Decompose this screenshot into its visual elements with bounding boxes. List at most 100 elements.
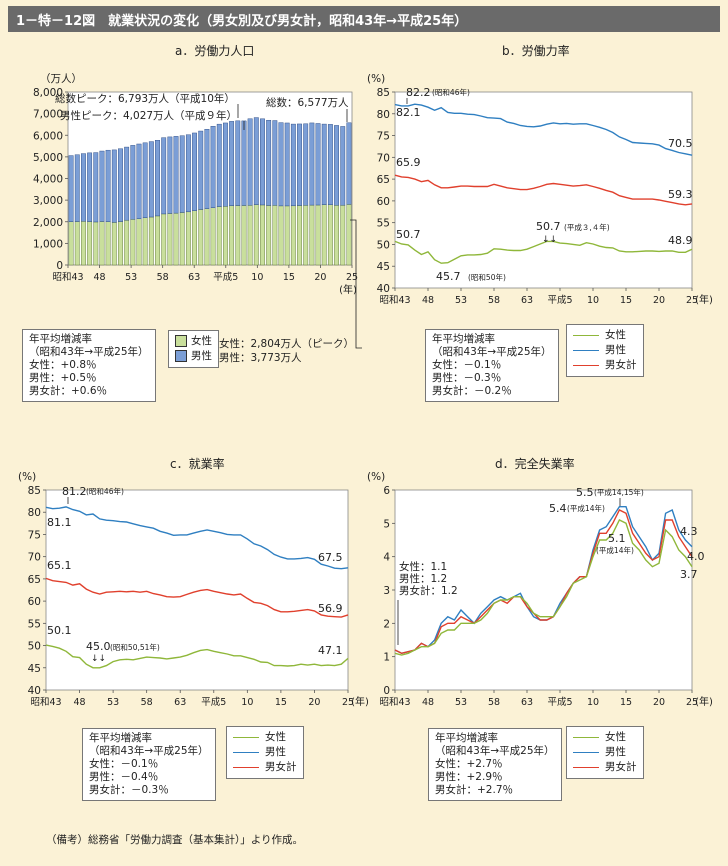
data-label: 81.2 [62, 485, 87, 498]
x-tick-label: 20 [314, 272, 326, 283]
figure-title: 1－特－12図 就業状況の変化（男女別及び男女計，昭和43年→平成25年） [16, 14, 468, 29]
bar-female [309, 204, 315, 266]
bar-female [99, 221, 105, 266]
legend-label: 女性 [605, 329, 626, 341]
data-label: 45.7 [436, 270, 461, 283]
legend-swatch [573, 349, 599, 351]
data-label: (昭和46年) [432, 87, 470, 97]
bar-male [321, 123, 327, 205]
legend-label: 男女計 [605, 359, 637, 371]
bar-female [74, 221, 80, 266]
bar-male [74, 154, 80, 222]
bar-female [198, 209, 204, 266]
data-label: 50.7 [396, 228, 421, 241]
legend-item-male: 男性 [573, 745, 637, 760]
bar-female [272, 205, 278, 266]
bar-male [278, 122, 284, 207]
legend-swatch [573, 751, 599, 753]
bar-male [216, 123, 222, 207]
x-tick-label: 15 [620, 295, 632, 306]
x-tick-label: 58 [157, 272, 169, 283]
bar-female [173, 212, 179, 266]
data-label: 48.9 [668, 234, 693, 247]
annotation-arrows: ↓↓ [91, 654, 106, 664]
data-label: 65.1 [47, 559, 72, 572]
rate-box-line: （昭和43年→平成25年） [435, 745, 555, 757]
x-tick-label: 58 [488, 697, 500, 708]
y-tick-label: 85 [377, 87, 390, 99]
y-tick-label: 60 [377, 196, 390, 208]
bar-male [111, 149, 117, 223]
legend-label: 女性 [191, 335, 212, 347]
series-line [45, 577, 349, 618]
data-label: 5.1 [608, 532, 626, 545]
rate-box-line: 年平均増減率 [89, 732, 152, 744]
x-tick-label: 15 [620, 697, 632, 708]
x-tick-label: 10 [587, 295, 599, 306]
rate-box-line: （昭和43年→平成25年） [29, 346, 149, 358]
bar-female [284, 205, 290, 266]
bar-male [241, 120, 247, 206]
y-tick-label: 60 [28, 596, 41, 608]
bar-female [278, 205, 284, 266]
panel-c-rate-box: 年平均増減率 （昭和43年→平成25年） 女性：－0.1％ 男性：－0.4％ 男… [82, 728, 216, 801]
legend-item-female: 女性 [175, 334, 212, 349]
data-label: (昭和50年) [468, 272, 506, 282]
y-tick-label: 40 [377, 283, 390, 295]
annotation-last-male: 男性：3,773万人 [219, 351, 302, 364]
bar-female [223, 206, 228, 266]
data-label: 81.1 [47, 516, 72, 529]
panel-a-rate-box: 年平均増減率 （昭和43年→平成25年） 女性：+0.8％ 男性：+0.5％ 男… [22, 329, 156, 402]
data-label: 5.4 [549, 502, 567, 515]
bar-male [290, 123, 296, 207]
bar-female [118, 221, 123, 266]
y-tick-label: 2,000 [33, 217, 63, 229]
x-tick-label: 20 [653, 697, 665, 708]
bar-male [173, 136, 179, 214]
x-tick-label: 58 [141, 697, 153, 708]
bar-female [315, 204, 321, 266]
bar-female [216, 206, 222, 266]
y-tick-label: 55 [377, 218, 390, 230]
data-label: 59.3 [668, 188, 693, 201]
y-tick-label: 75 [28, 529, 41, 541]
data-label: (昭和46年) [86, 486, 124, 496]
x-tick-label: 53 [107, 697, 119, 708]
bar-female [297, 205, 302, 266]
x-tick-label: 平成5 [547, 294, 572, 306]
rate-box-line: 男性：－0.4％ [89, 771, 159, 783]
series-line [394, 103, 693, 156]
rate-box-line: 女性：－0.1％ [432, 359, 502, 371]
legend-swatch [573, 736, 599, 738]
bar-male [284, 122, 290, 207]
y-tick-label: 8,000 [33, 87, 63, 99]
bar-male [346, 122, 352, 205]
x-tick-label: 48 [422, 697, 434, 708]
figure-title-bar: 1－特－12図 就業状況の変化（男女別及び男女計，昭和43年→平成25年） [8, 6, 720, 32]
y-tick-label: 70 [377, 152, 390, 164]
bar-female [81, 221, 86, 266]
x-axis-unit: (年) [695, 695, 713, 708]
y-tick-label: 5,000 [33, 152, 63, 164]
data-label: (平成14,15年) [594, 487, 644, 497]
rate-box-line: 男女計：+0.6％ [29, 385, 107, 397]
x-axis-unit: (年) [695, 293, 713, 306]
bar-female [290, 205, 296, 266]
legend-swatch [573, 364, 599, 366]
bar-male [81, 153, 86, 222]
rate-box-line: 男性：+2.9％ [435, 771, 503, 783]
y-tick-label: 2 [383, 618, 390, 630]
bar-female [167, 213, 173, 266]
bar-male [229, 121, 235, 206]
legend-label: 男性 [605, 746, 626, 758]
bar-female [192, 210, 197, 266]
x-tick-label: 63 [521, 697, 533, 708]
bar-female [327, 204, 333, 266]
bar-female [161, 213, 167, 266]
x-tick-label: 15 [275, 697, 287, 708]
y-tick-label: 6,000 [33, 130, 63, 142]
y-axis-unit: (%) [367, 73, 385, 85]
bar-male [192, 132, 197, 211]
legend-item-male: 男性 [573, 343, 637, 358]
bar-male [105, 149, 111, 222]
